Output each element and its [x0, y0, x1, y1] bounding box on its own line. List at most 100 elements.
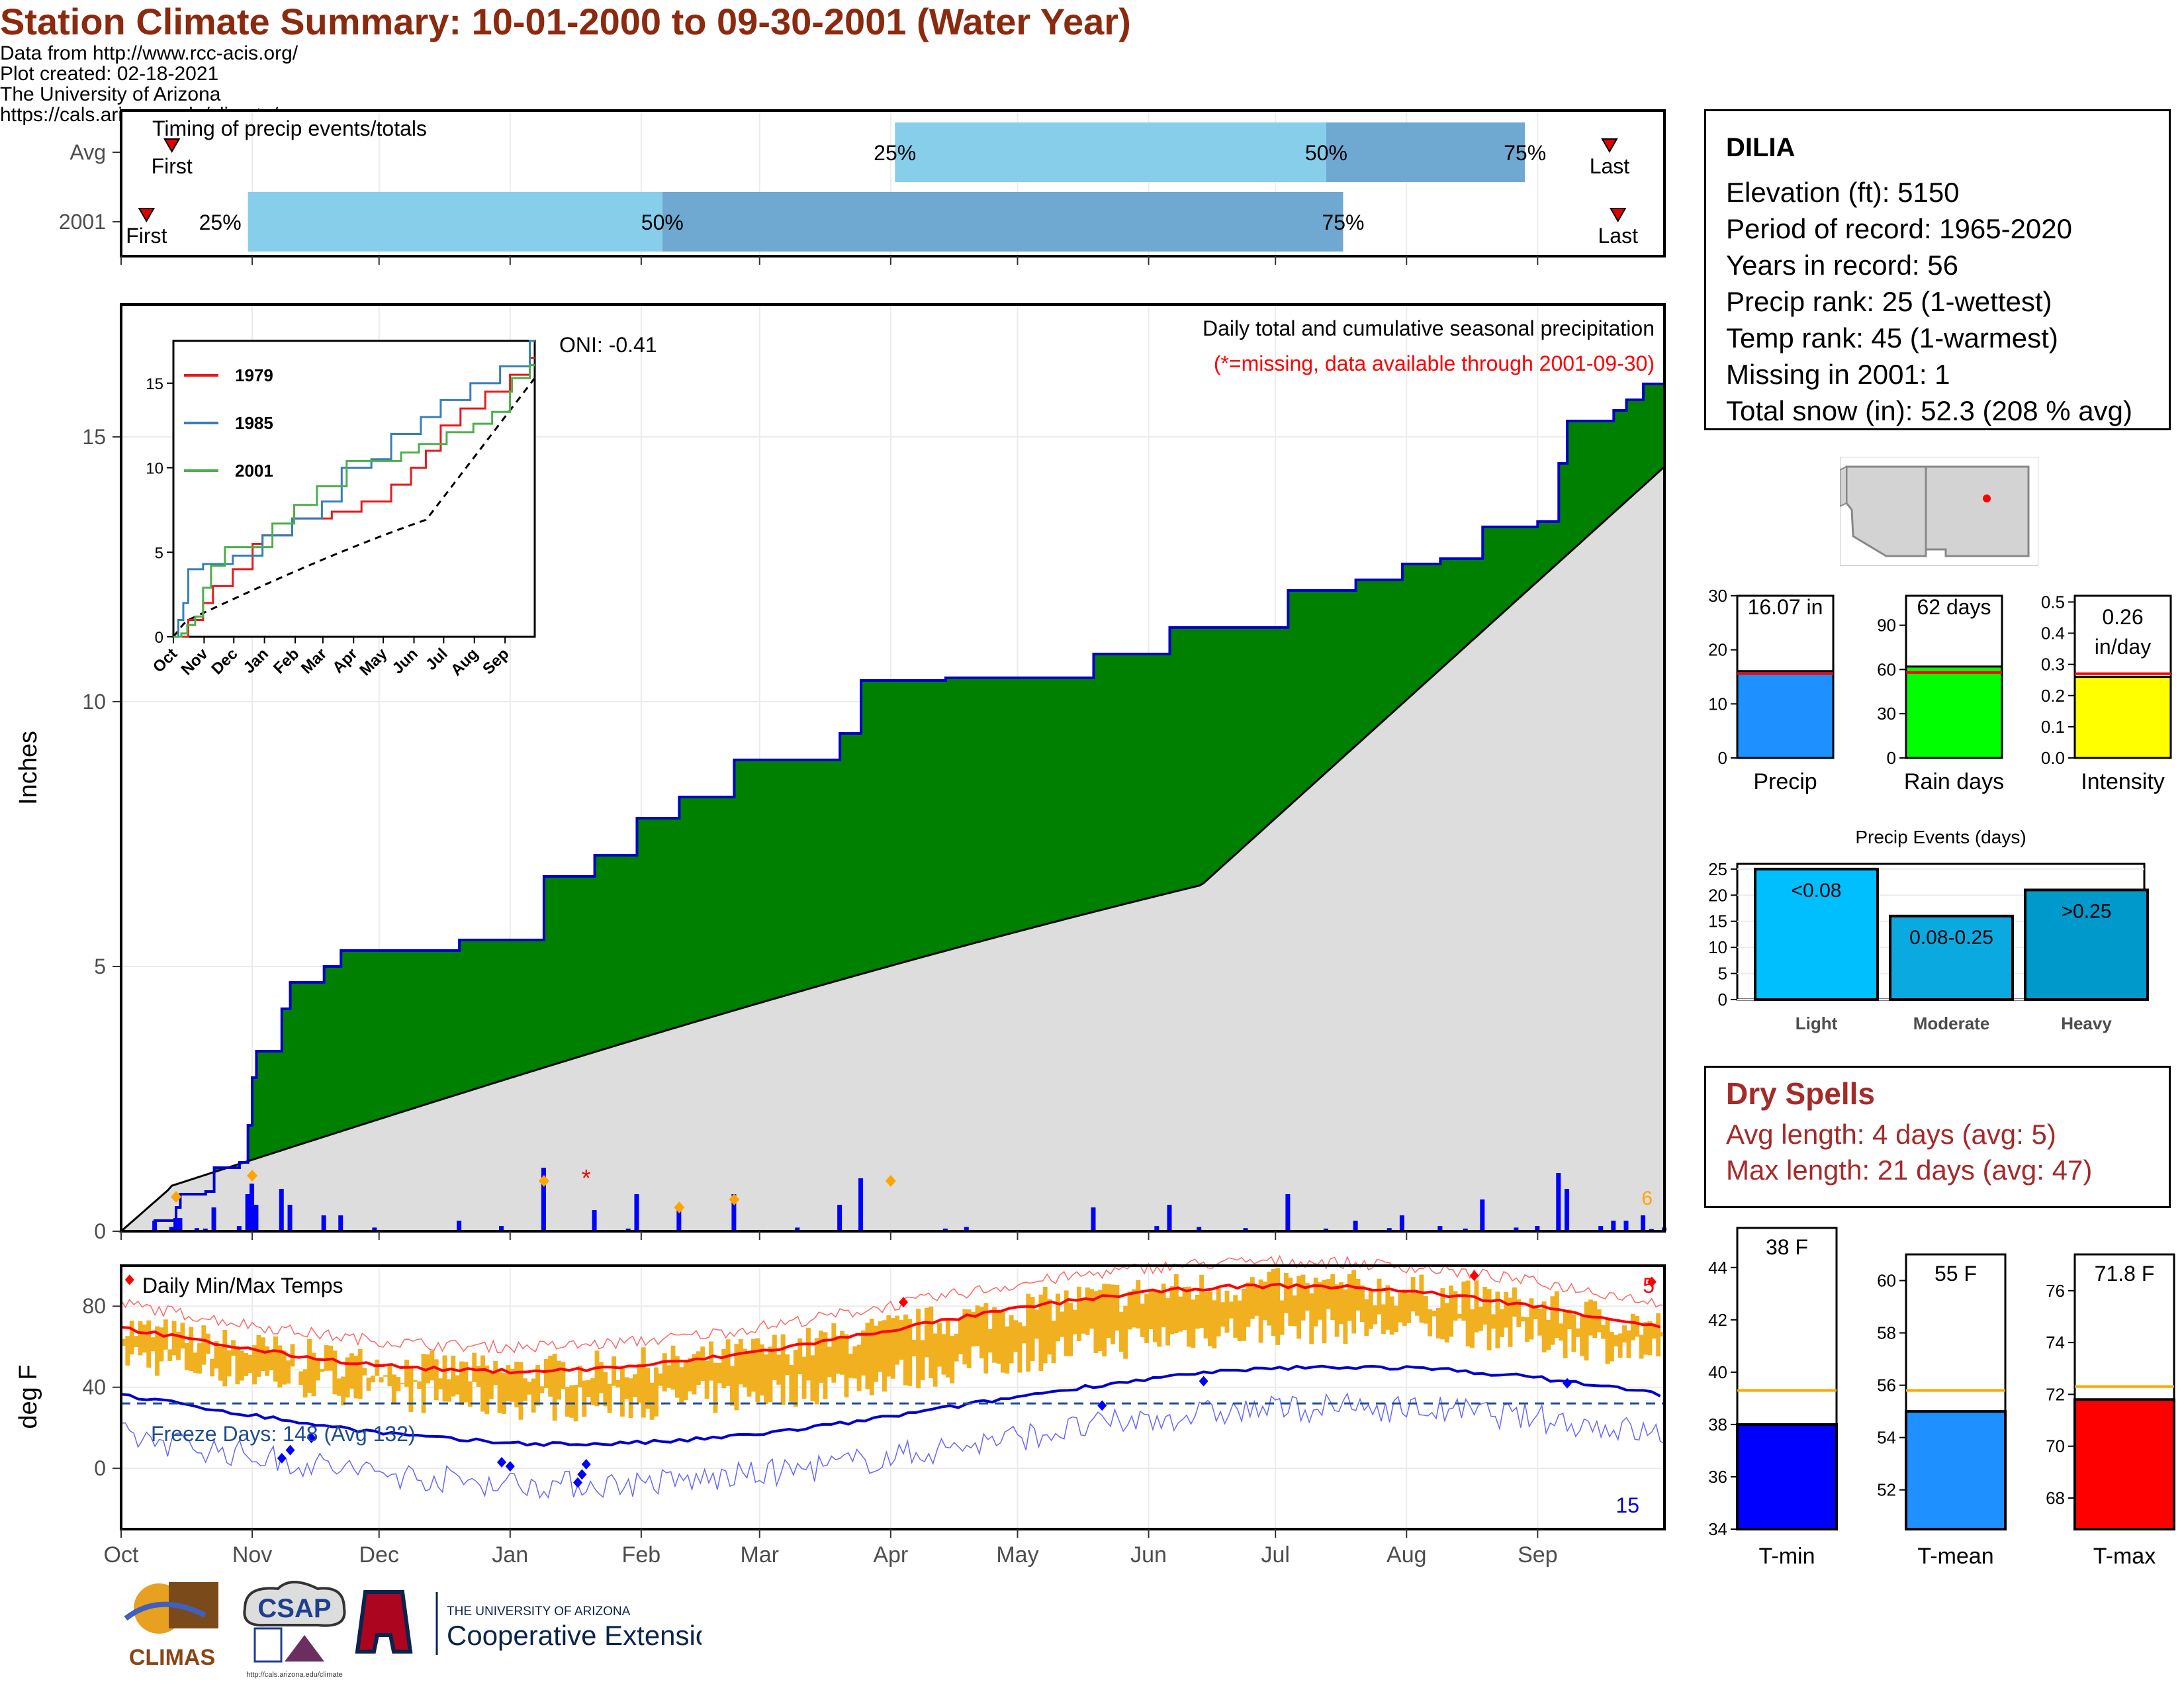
inset-legend-label: 1979 [235, 365, 273, 385]
station-line: Elevation (ft): 5150 [1726, 177, 1960, 208]
oni-value: ONI: -0.41 [559, 333, 657, 357]
daily-temp-range [522, 1378, 527, 1401]
daily-temp-range [451, 1355, 456, 1397]
timing-last-label: Last [1598, 224, 1638, 248]
daily-temp-range [1161, 1284, 1166, 1327]
daily-temp-range [315, 1360, 320, 1381]
month-label: Jun [1130, 1542, 1167, 1568]
daily-precip-bar [499, 1226, 504, 1231]
daily-temp-range [1165, 1298, 1170, 1346]
daily-temp-range [641, 1347, 646, 1418]
daily-temp-range [1140, 1303, 1145, 1337]
snow-marker [171, 1191, 182, 1203]
daily-precip-bar [1197, 1227, 1202, 1231]
daily-temp-range [383, 1375, 388, 1377]
daily-temp-range [721, 1348, 727, 1389]
daily-temp-range [945, 1321, 950, 1378]
snow-marker [674, 1201, 685, 1213]
daily-temp-range [121, 1338, 126, 1346]
daily-temp-range [1339, 1282, 1343, 1325]
daily-temp-range [1622, 1325, 1627, 1343]
daily-temp-range [1359, 1285, 1365, 1323]
daily-temp-range [1017, 1322, 1023, 1373]
daily-temp-range [1453, 1291, 1458, 1321]
daily-temp-range [1449, 1286, 1454, 1337]
daily-temp-range [607, 1383, 612, 1413]
daily-temp-range [265, 1346, 270, 1376]
university-of-arizona-logo[interactable]: THE UNIVERSITY OF ARIZONA Cooperative Ex… [355, 1590, 702, 1655]
daily-temp-range [1495, 1291, 1500, 1348]
daily-temp-range [1207, 1291, 1212, 1346]
daily-temp-range [966, 1309, 972, 1368]
logos-row[interactable]: CLIMAS CSAP http://cals.arizona.edu/clim… [106, 1579, 702, 1681]
inset-frame [172, 340, 536, 638]
csap-logo[interactable]: CSAP http://cals.arizona.edu/climate [243, 1581, 346, 1679]
daily-temp-range [962, 1309, 968, 1365]
daily-temp-range [1482, 1287, 1488, 1325]
daily-temp-range [155, 1326, 160, 1376]
daily-temp-range [633, 1374, 637, 1397]
avg-min-line [120, 1364, 1661, 1447]
temp-ytick-label: 80 [82, 1294, 106, 1318]
daily-temp-range [218, 1346, 223, 1381]
temp-bar-ytick-label: 74 [2046, 1333, 2065, 1352]
daily-temp-range [404, 1360, 409, 1387]
climas-logo[interactable]: CLIMAS [124, 1582, 218, 1670]
daily-temp-range [1584, 1301, 1589, 1361]
daily-temp-range [1554, 1291, 1559, 1338]
precip-frame [120, 303, 1666, 1233]
daily-temp-range [679, 1367, 684, 1404]
daily-temp-range [1537, 1308, 1543, 1336]
daily-temp-range [1228, 1301, 1234, 1319]
daily-temp-range [886, 1315, 891, 1377]
daily-temp-range [1283, 1272, 1289, 1313]
daily-temp-range [1499, 1309, 1504, 1337]
summary-ytick-label: 0.5 [2041, 592, 2065, 612]
events-bar-value: >0.25 [2062, 900, 2112, 922]
daily-temp-range [1021, 1326, 1026, 1344]
daily-temp-range [446, 1379, 451, 1402]
daily-precip-bar [236, 1226, 242, 1231]
daily-precip-bar [195, 1228, 200, 1231]
daily-temp-range [1563, 1310, 1568, 1358]
daily-temp-range [476, 1366, 481, 1387]
temp-bar-ytick-label: 56 [1877, 1376, 1896, 1395]
daily-temp-range [1111, 1284, 1115, 1344]
events-ytick-label: 25 [1708, 859, 1727, 879]
snow-count: 6 [1641, 1188, 1653, 1209]
summary-ytick-label: 30 [1708, 586, 1727, 606]
daily-temp-range [1592, 1301, 1598, 1338]
daily-temp-range [1381, 1304, 1386, 1335]
daily-temp-range [171, 1321, 177, 1356]
daily-precip-bar [1480, 1199, 1485, 1231]
daily-temp-range [582, 1380, 587, 1417]
events-category-label: Heavy [2061, 1013, 2112, 1033]
daily-temp-range [709, 1341, 713, 1381]
summary-bar-intensity [2073, 676, 2172, 759]
daily-temp-range [302, 1369, 308, 1398]
precip-header: Daily total and cumulative seasonal prec… [1203, 316, 1655, 340]
daily-temp-range [1377, 1278, 1382, 1315]
avg-max-line [120, 1282, 1661, 1375]
daily-temp-range [1068, 1303, 1073, 1356]
daily-temp-range [1064, 1290, 1069, 1356]
daily-temp-range [1275, 1268, 1281, 1345]
daily-temp-range [1127, 1291, 1132, 1330]
daily-temp-range [1136, 1280, 1141, 1329]
daily-temp-range [1626, 1330, 1631, 1358]
timing-panel: 25% 50% 75% First Last Avg 25% 50% 75% First Last 2… [59, 109, 1666, 265]
events-bar-value: <0.08 [1792, 880, 1842, 902]
chart-title: Station Climate Summary: 10-01-2000 to 0… [0, 1, 1131, 42]
daily-temp-range [1347, 1274, 1352, 1321]
record-low-count: 15 [1615, 1493, 1639, 1517]
record-max-line [120, 1254, 1665, 1354]
daily-temp-range [459, 1361, 465, 1405]
daily-temp-range [1656, 1313, 1661, 1357]
daily-temp-range [759, 1344, 764, 1396]
daily-temp-range [1419, 1274, 1424, 1323]
daily-temp-range [713, 1362, 718, 1413]
timing-percent-label: 25% [199, 211, 242, 234]
precip-cumulative-line [121, 380, 1666, 1233]
daily-precip-bar [964, 1227, 969, 1231]
daily-temp-range [1343, 1289, 1348, 1344]
